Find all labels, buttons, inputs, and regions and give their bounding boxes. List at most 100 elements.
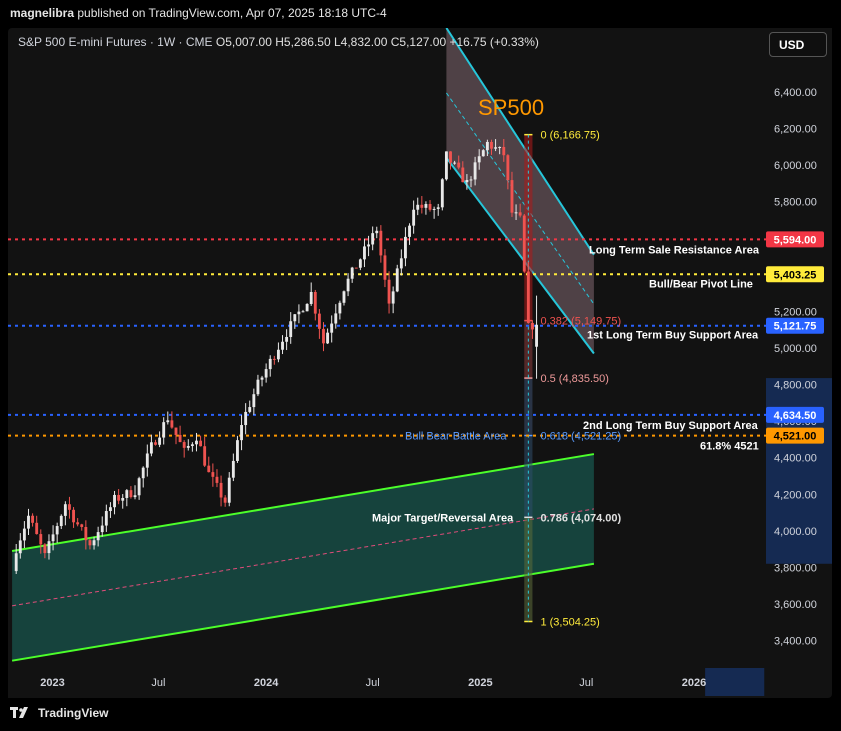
x-tick-label: Jul (579, 677, 593, 689)
candle-body (178, 434, 182, 443)
candle-body (416, 204, 420, 210)
ohlc-close: C5,127.00 (390, 35, 447, 49)
candle-body (223, 497, 227, 503)
candle-body (330, 323, 334, 333)
candle-body (383, 255, 387, 280)
candle-body (305, 303, 309, 312)
candle-body (272, 358, 276, 360)
brand-name[interactable]: TradingView (38, 706, 109, 720)
x-tick-label: 2026 (682, 677, 706, 689)
y-tick-label: 6,400.00 (774, 87, 817, 99)
candle-body (35, 522, 39, 535)
y-tick-label: 5,800.00 (774, 197, 817, 209)
publisher-name[interactable]: magnelibra (10, 6, 75, 20)
candle-body (477, 156, 481, 163)
plot-area (8, 28, 766, 662)
candle-body (367, 244, 370, 247)
y-tick-label: 3,800.00 (774, 562, 817, 574)
candle-body (297, 311, 301, 315)
y-tick-label: 3,400.00 (774, 636, 817, 648)
candle-body (149, 442, 153, 454)
publish-bar: magnelibra published on TradingView.com,… (0, 0, 841, 28)
candle-body (133, 495, 137, 498)
chart-title: SP500 (478, 95, 544, 120)
candle-body (391, 291, 395, 304)
fib-label: 0.5 (4,835.50) (540, 373, 609, 385)
level-label: 1st Long Term Buy Support Area (587, 330, 759, 342)
candle-body (84, 526, 88, 541)
ascending-channel-upper (11, 453, 595, 552)
price-badge (766, 406, 824, 423)
candle-body (244, 411, 248, 426)
candle-body (195, 440, 198, 445)
candle-body (14, 553, 18, 572)
candle-body (424, 204, 428, 208)
candle-body (313, 291, 317, 314)
symbol-name[interactable]: S&P 500 E-mini Futures · 1W · CME (18, 35, 213, 49)
candle-body (449, 151, 452, 163)
candle-body (485, 141, 489, 151)
candle-body (494, 147, 498, 149)
candle-body (428, 204, 432, 210)
candle-body (256, 379, 260, 395)
candle-body (281, 341, 284, 350)
candle-body (125, 490, 129, 498)
candle-body (481, 150, 485, 157)
fib-label: 0 (6,166.75) (540, 130, 599, 142)
candle-body (162, 422, 166, 438)
y-tick-label: 4,200.00 (774, 489, 817, 501)
x-tick-label: Jul (151, 677, 165, 689)
candle-body (309, 291, 313, 304)
candle-body (469, 179, 473, 181)
candle-body (301, 311, 305, 313)
ohlc-low: L4,832.00 (333, 35, 388, 49)
candle-body (121, 497, 125, 501)
candle-body (457, 162, 461, 168)
y-tick-label: 4,000.00 (774, 526, 817, 538)
ascending-channel-midline (12, 508, 594, 607)
y-tick-label: 6,000.00 (774, 160, 817, 172)
candle-body (129, 490, 133, 498)
candle-body (465, 180, 469, 183)
candle-body (211, 472, 215, 477)
candle-body-last (535, 324, 538, 347)
candle-body (510, 180, 514, 213)
candle-body (432, 208, 436, 210)
candle-body (379, 230, 383, 256)
candle-body (170, 420, 174, 428)
y-tick-label: 5,000.00 (774, 343, 817, 355)
candle-body (240, 425, 243, 441)
y-tick-label: 6,200.00 (774, 124, 817, 136)
currency-button[interactable]: USD (769, 32, 827, 57)
price-badge-label: 5,121.75 (774, 321, 817, 333)
descending-channel-upper (445, 28, 595, 256)
candle-body (498, 146, 502, 148)
candle-body (96, 532, 100, 541)
candle-body (264, 369, 268, 378)
candle-body (113, 494, 116, 508)
candle-body (358, 259, 362, 268)
candle-body (440, 179, 444, 208)
candle-body (334, 313, 338, 324)
candle-body (231, 460, 235, 478)
candle-body (137, 478, 141, 496)
publish-date: published on TradingView.com, Apr 07, 20… (77, 6, 387, 20)
fib-zone (524, 320, 533, 379)
candle-body (39, 534, 43, 545)
candle-body (203, 446, 207, 466)
price-badge (766, 317, 824, 334)
price-badge-label: 4,521.00 (774, 431, 817, 443)
x-tick-label: 2024 (254, 677, 279, 689)
candle-body (145, 453, 149, 468)
y-tick-label: 4,800.00 (774, 380, 817, 392)
candle-body (154, 442, 157, 445)
candle-body (354, 267, 358, 269)
candle-body (252, 394, 256, 408)
candle-body (395, 268, 399, 292)
candle-body (72, 509, 75, 523)
candle-body (387, 279, 391, 304)
fib-label: 1 (3,504.25) (540, 617, 599, 629)
candle-body (186, 446, 190, 448)
candle-body (444, 151, 448, 180)
